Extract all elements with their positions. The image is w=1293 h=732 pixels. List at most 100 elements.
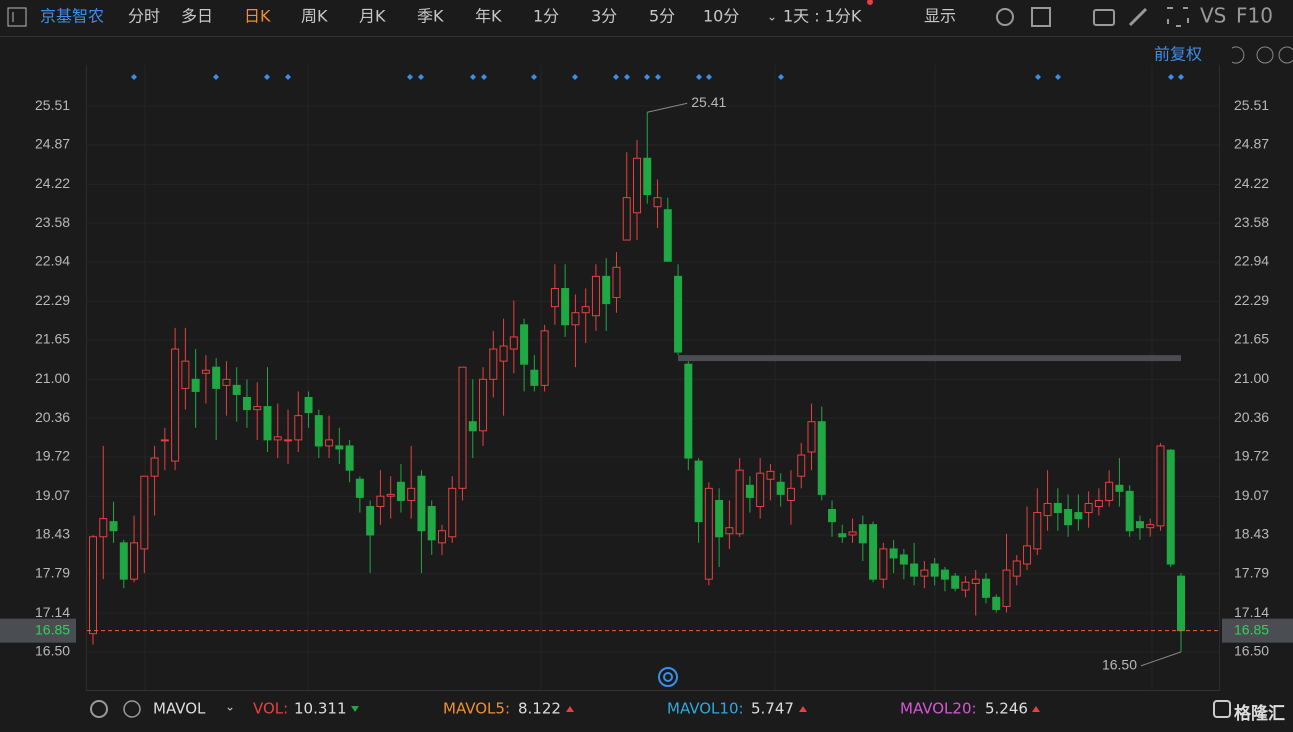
y-tick-label: 17.14 — [35, 604, 70, 620]
candle-body — [879, 548, 888, 580]
event-marker[interactable] — [1055, 74, 1061, 80]
candle-body — [540, 330, 549, 386]
candle-body — [653, 197, 662, 208]
logo-icon — [1213, 700, 1231, 718]
event-marker[interactable] — [1178, 74, 1184, 80]
period-tab[interactable]: 分时 — [128, 7, 160, 26]
event-marker[interactable] — [418, 74, 424, 80]
y-tick-label-right: 21.00 — [1234, 370, 1269, 386]
event-marker[interactable] — [624, 74, 630, 80]
level-line — [678, 355, 1181, 362]
last-price-label: 16.85 — [35, 621, 70, 637]
close-icon[interactable] — [123, 700, 141, 718]
settings-icon[interactable] — [996, 8, 1014, 26]
candle-body — [99, 518, 108, 538]
y-tick-label-right: 22.94 — [1234, 253, 1269, 269]
candle-body — [828, 509, 837, 523]
y-tick-label: 18.43 — [35, 526, 70, 542]
candle-body — [140, 475, 149, 550]
menu-icon[interactable] — [7, 7, 27, 27]
watermark: 格隆汇 — [1234, 703, 1285, 724]
event-marker[interactable] — [644, 74, 650, 80]
period-tab[interactable]: 日K — [244, 7, 271, 26]
y-tick-label-right: 23.58 — [1234, 214, 1269, 230]
candle-body — [314, 415, 323, 447]
event-marker[interactable] — [572, 74, 578, 80]
candle-body — [171, 348, 180, 462]
zoom-out[interactable] — [1256, 46, 1274, 64]
ma10-value: 5.747 — [751, 700, 794, 718]
candle-body — [550, 287, 559, 308]
ma20-label: MAVOL20: — [900, 700, 977, 718]
y-tick-label: 22.29 — [35, 292, 70, 308]
event-marker[interactable] — [481, 74, 487, 80]
y-tick-label-right: 20.36 — [1234, 409, 1269, 425]
box-icon[interactable] — [1031, 7, 1051, 27]
candle-body — [376, 495, 385, 507]
display[interactable]: 显示 — [924, 7, 956, 26]
event-marker[interactable] — [131, 74, 137, 80]
period-tab[interactable]: 3分 — [591, 7, 617, 26]
period-tab[interactable]: 5分 — [649, 7, 675, 26]
vs[interactable]: VS — [1200, 4, 1226, 28]
candle-body — [530, 369, 539, 386]
indicator-name[interactable]: MAVOL — [153, 700, 206, 718]
candle-body — [807, 421, 816, 453]
event-marker[interactable] — [778, 74, 784, 80]
candle-body — [437, 530, 446, 544]
period-tab[interactable]: 周K — [301, 7, 328, 26]
y-tick-label: 22.94 — [35, 253, 70, 269]
candle-body — [1125, 490, 1134, 532]
reset-icon[interactable] — [1231, 46, 1245, 64]
candle-body — [725, 527, 734, 535]
camera-icon[interactable] — [1093, 9, 1115, 26]
candle-body — [704, 487, 713, 580]
candle-body — [745, 484, 754, 498]
candle-body — [776, 481, 785, 495]
pen-icon[interactable] — [1128, 7, 1148, 27]
min-annotation: 16.50 — [1102, 657, 1137, 673]
candle-body — [304, 396, 313, 414]
locate-icon[interactable] — [658, 667, 678, 687]
period-tab[interactable]: 月K — [359, 7, 386, 26]
candle-body — [232, 384, 241, 395]
period-select[interactable]: 1天 : 1分K — [783, 7, 862, 26]
candle-body — [1135, 521, 1144, 529]
event-marker[interactable] — [470, 74, 476, 80]
event-marker[interactable] — [407, 74, 413, 80]
last-price-box — [0, 618, 76, 643]
zoom-in[interactable] — [1278, 46, 1293, 64]
candle-body — [981, 578, 990, 598]
candle-body — [181, 360, 190, 389]
f10[interactable]: F10 — [1236, 4, 1273, 28]
event-marker[interactable] — [285, 74, 291, 80]
vol-value: 10.311 — [294, 700, 347, 718]
event-marker[interactable] — [1168, 74, 1174, 80]
annotation-leader — [647, 102, 688, 113]
adjust[interactable]: 前复权 — [1154, 45, 1202, 64]
stock-name[interactable]: 京基智农 — [40, 7, 104, 26]
period-tab[interactable]: 10分 — [703, 7, 739, 26]
event-marker[interactable] — [706, 74, 712, 80]
event-marker[interactable] — [613, 74, 619, 80]
candle-body — [930, 563, 939, 577]
event-marker[interactable] — [213, 74, 219, 80]
candle-body — [910, 563, 919, 577]
event-marker[interactable] — [531, 74, 537, 80]
period-tab[interactable]: 季K — [417, 7, 444, 26]
period-tab[interactable]: 1分 — [533, 7, 559, 26]
fullscreen-icon[interactable] — [1167, 7, 1189, 27]
event-marker[interactable] — [264, 74, 270, 80]
event-marker[interactable] — [655, 74, 661, 80]
candle-body — [1094, 499, 1103, 507]
event-marker[interactable] — [1035, 74, 1041, 80]
period-tab[interactable]: 多日 — [181, 7, 213, 26]
candle-body — [1023, 545, 1032, 565]
y-tick-label: 25.51 — [35, 97, 70, 113]
candle-body — [684, 363, 693, 459]
candle-body — [335, 445, 344, 450]
candle-body — [355, 478, 364, 498]
settings-icon[interactable] — [90, 700, 108, 718]
period-tab[interactable]: 年K — [475, 7, 502, 26]
event-marker[interactable] — [696, 74, 702, 80]
